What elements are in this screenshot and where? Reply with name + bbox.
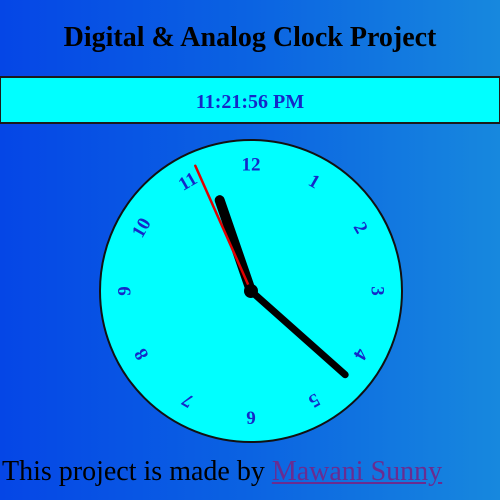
clock-numeral-3: 3 — [367, 286, 388, 296]
hour-hand — [214, 195, 256, 296]
clock-hands — [194, 164, 349, 379]
minute-hand — [247, 287, 349, 379]
author-link[interactable]: Mawani Sunny — [271, 456, 443, 487]
clock-numeral-9: 9 — [115, 286, 136, 296]
second-hand — [194, 164, 253, 293]
clock-center-pin — [244, 284, 258, 298]
clock-numeral-6: 6 — [246, 407, 256, 428]
digital-clock-display: 11:21:56 PM — [0, 76, 500, 124]
analog-clock: 12 1 2 3 4 5 6 7 8 9 10 11 — [98, 138, 404, 444]
clock-numeral-12: 12 — [242, 155, 261, 176]
footer-credit: This project is made by Mawani Sunny — [2, 452, 442, 492]
footer-text: This project is made by — [2, 456, 272, 487]
page-title: Digital & Analog Clock Project — [63, 22, 437, 53]
